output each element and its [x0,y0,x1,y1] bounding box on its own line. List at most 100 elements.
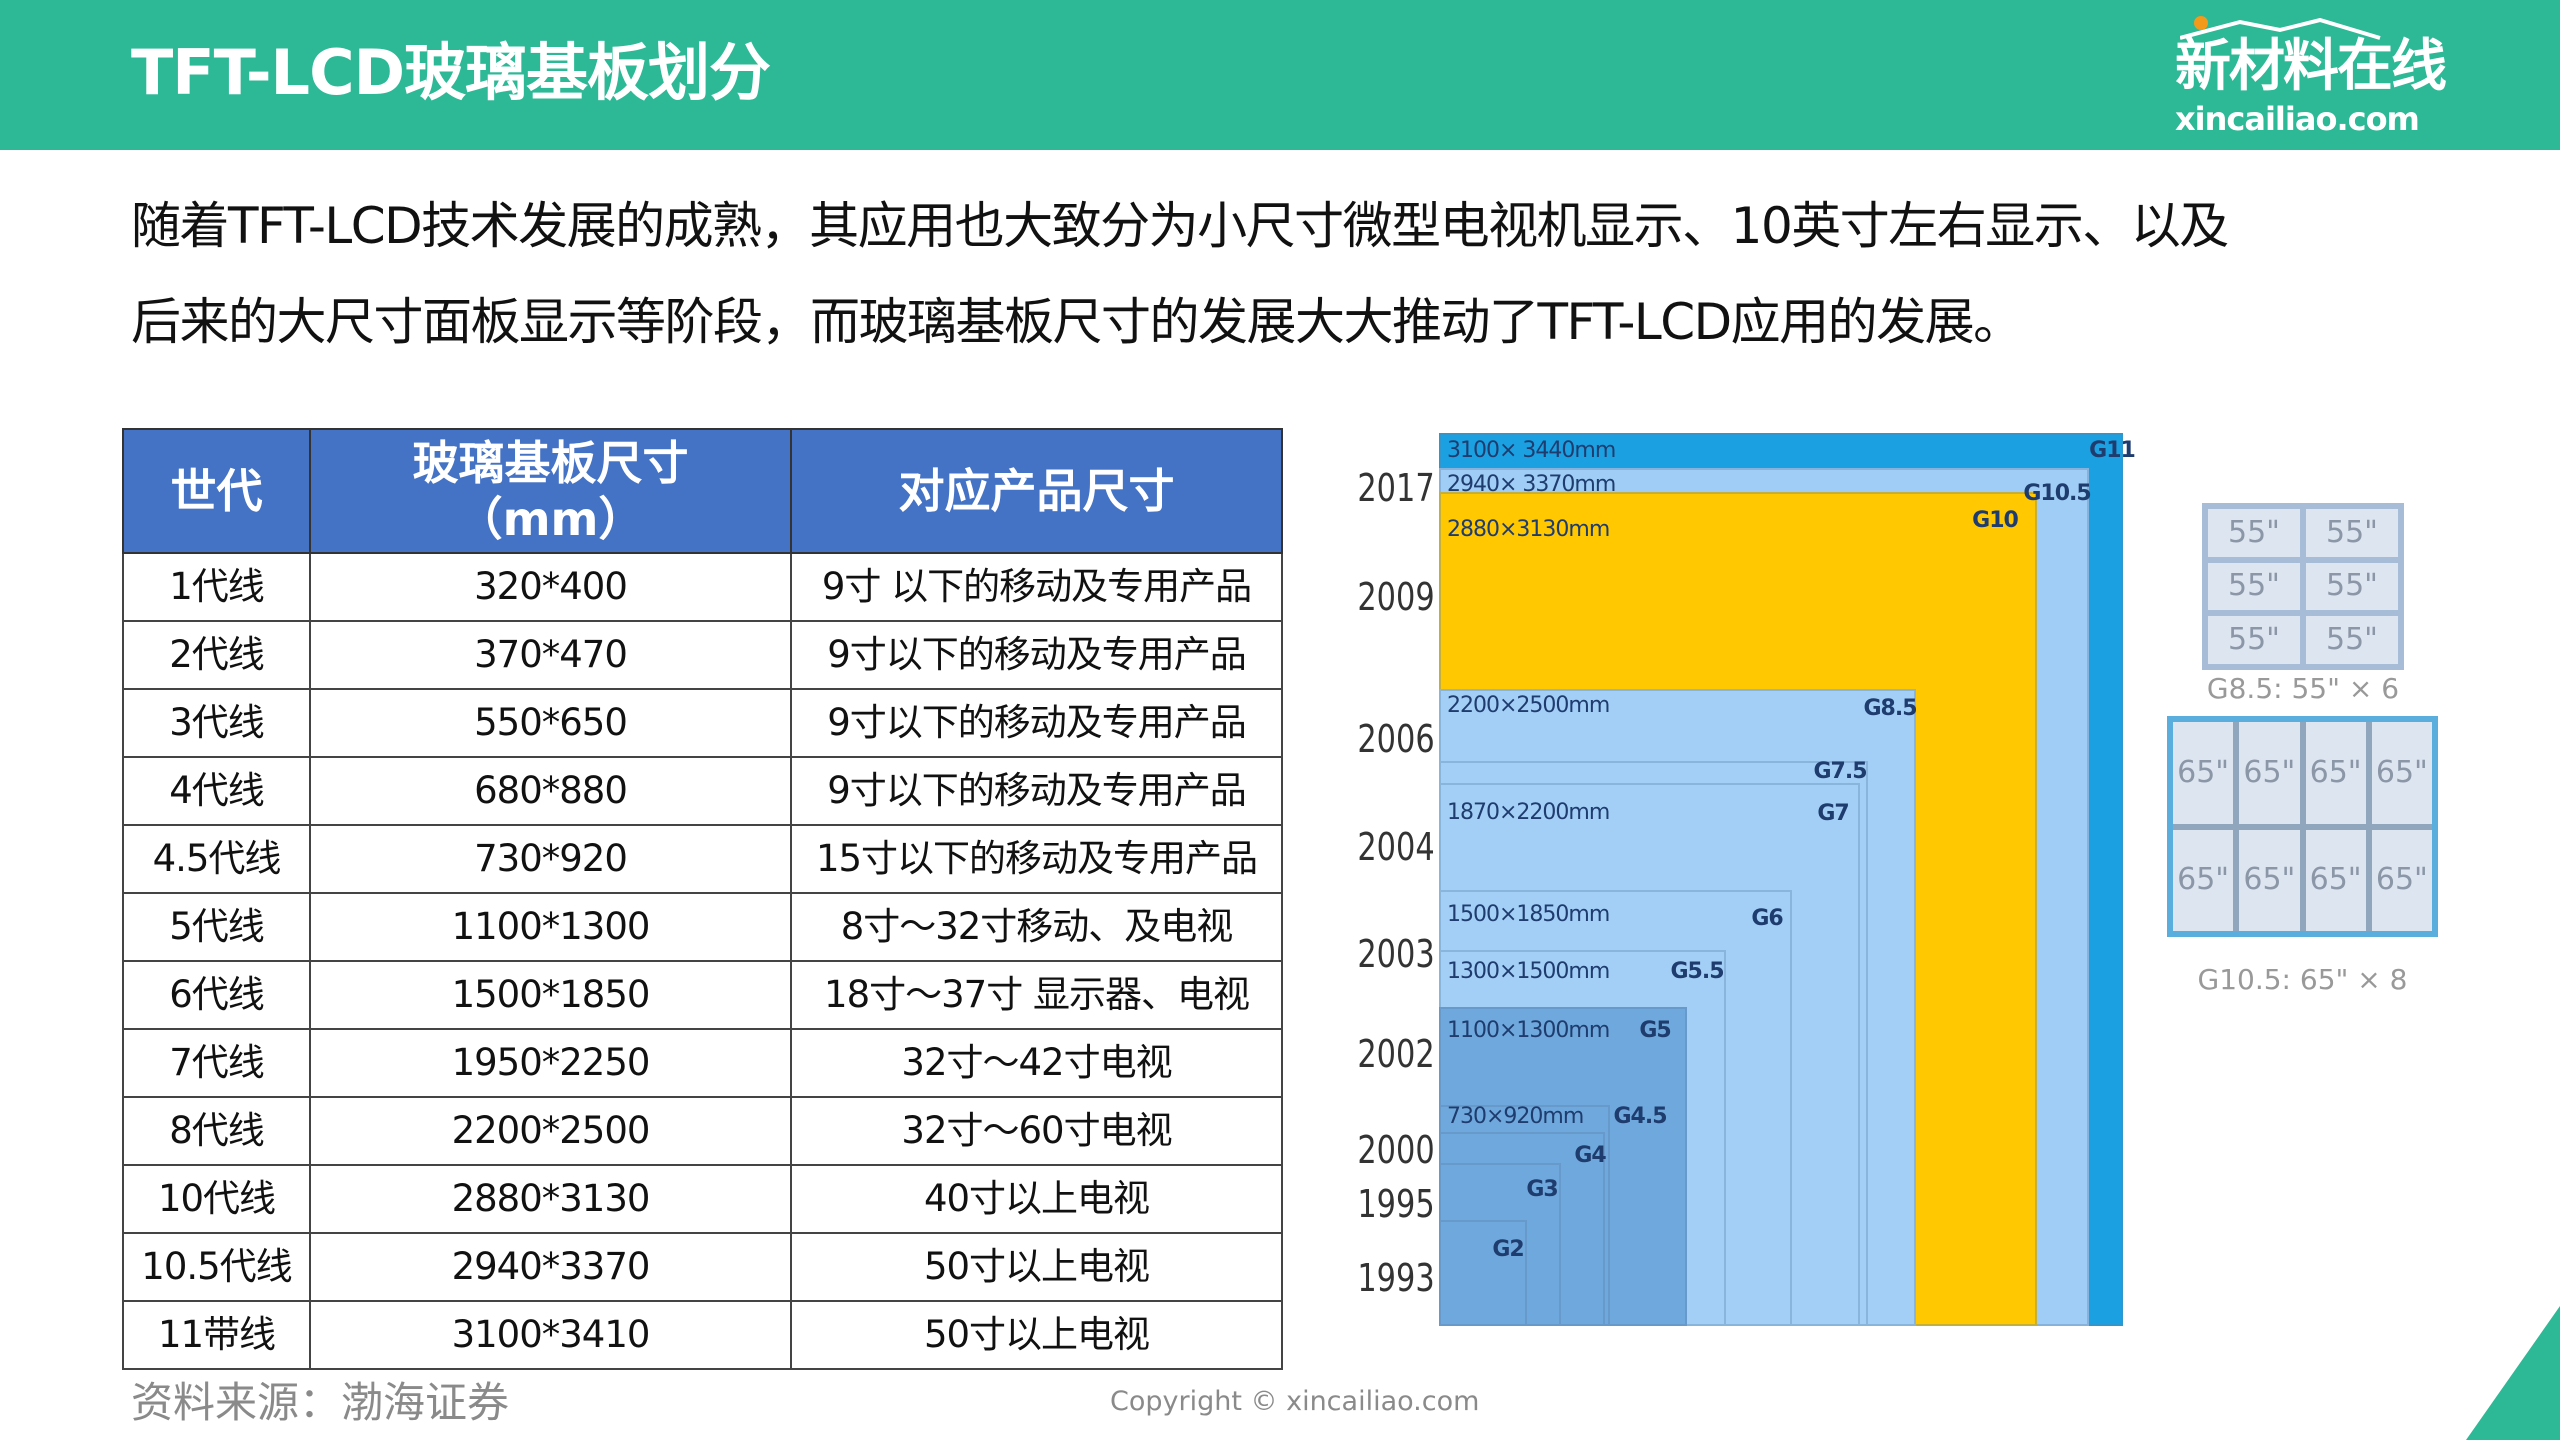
substrate-size-label: 1100×1300mm [1447,1018,1610,1043]
cell-glass-size: 320*400 [309,552,792,622]
roof-icon [2180,18,2381,40]
cell-product-size: 9寸以下的移动及专用产品 [790,756,1283,826]
cell-product-size: 9寸以下的移动及专用产品 [790,688,1283,758]
year-label: 2009 [1357,575,1435,619]
sun-dot-icon [2194,16,2208,30]
substrate-size-label: 1870×2200mm [1447,800,1610,825]
year-label: 2004 [1357,825,1435,869]
generation-label: G6 [1751,906,1783,931]
cell-generation: 4代线 [122,756,311,826]
panel-cell: 55" [2306,562,2398,611]
panel-cell: 65" [2173,722,2234,824]
panel-caption: G8.5: 55" × 6 [2206,672,2400,705]
table-row: 6代线 1500*1850 18寸～37寸 显示器、电视 [122,960,1283,1030]
year-label: 1993 [1357,1256,1435,1300]
logo-text-cn: 新材料在线 [2175,34,2447,99]
substrate-size-label: 2940× 3370mm [1447,472,1616,497]
table-row: 7代线 1950*2250 32寸～42寸电视 [122,1028,1283,1098]
panel-cell: 65" [2239,829,2300,931]
substrate-size-label: 730×920mm [1447,1104,1584,1129]
cell-glass-size: 1100*1300 [309,892,792,962]
year-label: 2003 [1357,932,1435,976]
cell-generation: 2代线 [122,620,311,690]
generation-label: G8.5 [1863,696,1917,721]
generation-label: G7.5 [1813,759,1867,784]
table-row: 10代线 2880*3130 40寸以上电视 [122,1164,1283,1234]
cell-product-size: 50寸以上电视 [790,1232,1283,1302]
cell-glass-size: 730*920 [309,824,792,894]
intro-line-2: 后来的大尺寸面板显示等阶段，而玻璃基板尺寸的发展大大推动了TFT-LCD应用的发… [131,293,2023,351]
substrate-rect-g2 [1439,1220,1527,1326]
year-label: 2006 [1357,717,1435,761]
cell-generation: 1代线 [122,552,311,622]
cell-product-size: 9寸以下的移动及专用产品 [790,620,1283,690]
cell-product-size: 8寸～32寸移动、及电视 [790,892,1283,962]
cell-glass-size: 1500*1850 [309,960,792,1030]
table-row: 3代线 550*650 9寸以下的移动及专用产品 [122,688,1283,758]
cell-generation: 7代线 [122,1028,311,1098]
cell-glass-size: 2940*3370 [309,1232,792,1302]
panel-cell: 55" [2208,509,2300,557]
cell-product-size: 15寸以下的移动及专用产品 [790,824,1283,894]
generation-label: G10 [1972,508,2019,533]
generation-label: G5.5 [1670,959,1724,984]
cell-generation: 8代线 [122,1096,311,1166]
cell-product-size: 32寸～60寸电视 [790,1096,1283,1166]
generation-label: G3 [1526,1177,1558,1202]
cell-glass-size: 680*880 [309,756,792,826]
cell-glass-size: 2200*2500 [309,1096,792,1166]
panel-cell: 65" [2305,722,2366,824]
panel-cell: 55" [2306,616,2398,664]
table-row: 5代线 1100*1300 8寸～32寸移动、及电视 [122,892,1283,962]
header-bar: TFT-LCD玻璃基板划分 新材料在线 xincailiao.com [0,0,2560,150]
cell-generation: 5代线 [122,892,311,962]
cell-product-size: 9寸 以下的移动及专用产品 [790,552,1283,622]
copyright: Copyright © xincailiao.com [1110,1386,1480,1417]
panel-cell: 65" [2305,829,2366,931]
panel-cell: 55" [2208,616,2300,664]
substrate-size-label: 3100× 3440mm [1447,438,1616,463]
substrate-size-label: 2880×3130mm [1447,517,1610,542]
intro-line-1: 随着TFT-LCD技术发展的成熟，其应用也大致分为小尺寸微型电视机显示、10英寸… [131,197,2229,255]
panel-cell: 65" [2239,722,2300,824]
substrate-size-label: 1500×1850mm [1447,902,1610,927]
cell-product-size: 50寸以上电视 [790,1300,1283,1370]
cell-glass-size: 1950*2250 [309,1028,792,1098]
table-row: 2代线 370*470 9寸以下的移动及专用产品 [122,620,1283,690]
cell-glass-size: 370*470 [309,620,792,690]
header-generation: 世代 [122,428,311,554]
substrate-size-label: 1300×1500mm [1447,959,1610,984]
year-label: 2002 [1357,1032,1435,1076]
year-label: 2017 [1357,466,1435,510]
generation-label: G5 [1639,1018,1671,1043]
cell-generation: 10.5代线 [122,1232,311,1302]
table-row: 10.5代线 2940*3370 50寸以上电视 [122,1232,1283,1302]
logo: 新材料在线 xincailiao.com [2170,16,2490,142]
cell-glass-size: 2880*3130 [309,1164,792,1234]
cell-generation: 10代线 [122,1164,311,1234]
panel-cell: 55" [2306,509,2398,557]
cell-product-size: 32寸～42寸电视 [790,1028,1283,1098]
year-label: 2000 [1357,1128,1435,1172]
generation-table: 世代 玻璃基板尺寸 （mm） 对应产品尺寸 1代线 320*400 9寸 以下的移动… [122,428,1283,1370]
generation-label: G2 [1492,1237,1524,1262]
logo-text-en: xincailiao.com [2175,100,2420,138]
header-glass-size: 玻璃基板尺寸 （mm） [309,428,792,554]
source-note: 资料来源：渤海证券 [131,1378,510,1427]
panel-cell: 65" [2371,722,2432,824]
generation-label: G11 [2089,438,2136,463]
cell-glass-size: 550*650 [309,688,792,758]
panel-panel_g105: 65" 65" 65" 65" 65" 65" 65" 65" [2167,716,2438,937]
header-product-size: 对应产品尺寸 [790,428,1283,554]
cell-product-size: 18寸～37寸 显示器、电视 [790,960,1283,1030]
cell-product-size: 40寸以上电视 [790,1164,1283,1234]
generation-label: G4.5 [1613,1104,1667,1129]
generation-label: G10.5 [2023,481,2091,506]
panel-cell: 65" [2173,829,2234,931]
year-label: 1995 [1357,1182,1435,1226]
cell-glass-size: 3100*3410 [309,1300,792,1370]
generation-label: G4 [1574,1143,1606,1168]
cell-generation: 11带线 [122,1300,311,1370]
table-row: 4.5代线 730*920 15寸以下的移动及专用产品 [122,824,1283,894]
cell-generation: 6代线 [122,960,311,1030]
